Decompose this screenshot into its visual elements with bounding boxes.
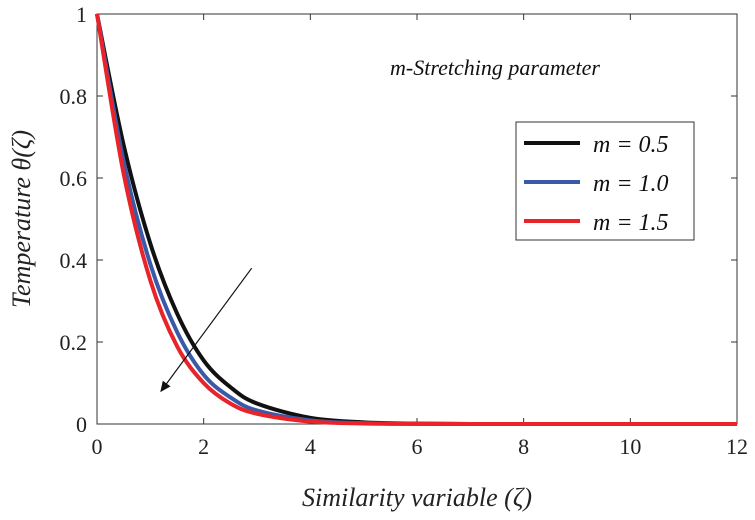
legend-label-m15: m = 1.5 [593,210,669,236]
y-tick-label: 0.4 [60,248,88,273]
x-tick-label: 10 [619,434,641,459]
chart-title: m-Stretching parameter [390,55,600,80]
x-tick-label: 2 [198,434,209,459]
x-axis-label: Similarity variable (ζ) [302,483,532,512]
x-tick-label: 6 [412,434,423,459]
legend-label-m05: m = 0.5 [593,132,669,158]
series-group [95,13,737,426]
y-tick-label: 0.8 [60,84,88,109]
legend: m = 0.5 m = 1.0 m = 1.5 [515,121,695,241]
x-axis-ticks: 0 2 4 6 8 10 12 [92,14,748,459]
y-axis-ticks: 0 0.2 0.4 0.6 0.8 1 [60,2,737,437]
x-tick-label: 4 [305,434,316,459]
y-tick-label: 0.2 [60,330,88,355]
x-tick-label: 0 [92,434,103,459]
y-axis-label: Temperature θ(ζ) [7,130,36,308]
x-tick-label: 12 [726,434,748,459]
x-tick-label: 8 [518,434,529,459]
trend-arrow [160,267,253,393]
legend-label-m10: m = 1.0 [593,171,669,197]
y-tick-label: 1 [76,2,87,27]
y-tick-label: 0.6 [60,166,88,191]
series-line-m15 [95,13,737,426]
y-tick-label: 0 [76,412,87,437]
